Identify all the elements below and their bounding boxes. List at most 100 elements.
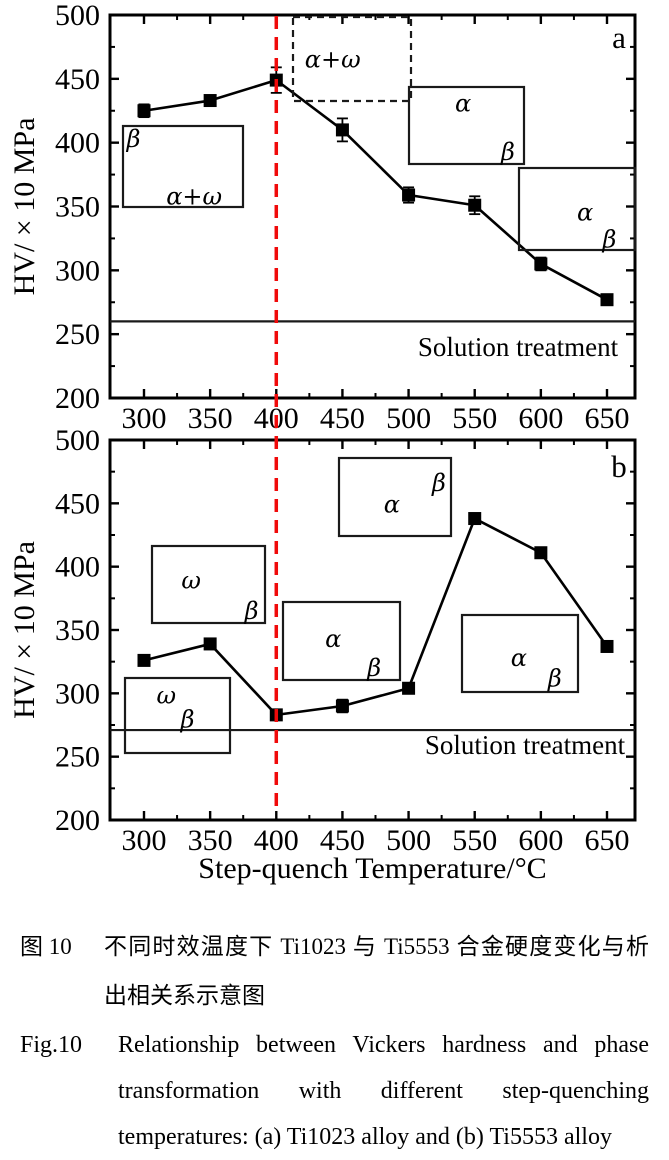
microstructure-lath <box>403 120 530 228</box>
inset-dots_many: ωβ <box>152 546 265 625</box>
microstructure-lath <box>287 125 417 320</box>
microstructure-lath <box>277 584 406 674</box>
y-tick-label: 250 <box>55 741 100 774</box>
inset-dots_few: ωβ <box>125 678 230 753</box>
data-point <box>534 257 547 270</box>
microstructure-lath <box>287 0 417 26</box>
phase-label: β <box>126 125 141 153</box>
caption-en-body: Relationship between Vickers hardness an… <box>118 1022 649 1160</box>
speckle <box>386 41 389 44</box>
omega-particle <box>201 703 208 710</box>
y-tick-label: 300 <box>55 254 100 287</box>
microstructure-lath <box>277 704 406 794</box>
phase-label: β <box>244 597 259 625</box>
inset-cross_pair: αβ <box>456 448 584 828</box>
microstructure-lath <box>513 144 641 246</box>
omega-particle <box>147 706 154 713</box>
speckle <box>373 63 376 66</box>
microstructure-lath <box>513 84 641 186</box>
speckle <box>296 35 299 38</box>
data-point <box>468 199 481 212</box>
y-tick-label: 500 <box>55 424 100 457</box>
speckle <box>391 39 394 42</box>
speckle <box>354 87 357 90</box>
omega-particle <box>195 595 204 604</box>
speckle <box>366 84 369 87</box>
phase-label: α <box>325 625 341 653</box>
inset-dense_hatch: α+ω <box>287 0 417 320</box>
panel-letter: a <box>612 20 626 55</box>
y-tick-label: 400 <box>55 551 100 584</box>
x-axis-title: Step-quench Temperature/°C <box>198 852 546 885</box>
x-tick-label: 300 <box>122 824 167 857</box>
speckle <box>397 38 400 41</box>
x-tick-label: 550 <box>452 402 497 435</box>
microstructure-lath <box>403 0 530 42</box>
phase-label: ω <box>181 566 201 594</box>
microstructure-lath <box>287 45 417 240</box>
data-point <box>204 637 217 650</box>
y-tick-label: 450 <box>55 63 100 96</box>
omega-particle <box>168 739 175 746</box>
phase-label: α <box>511 644 527 672</box>
speckle <box>324 29 327 32</box>
inset-border <box>283 602 400 680</box>
data-point <box>138 654 151 667</box>
data-point <box>336 123 349 136</box>
speckle <box>390 59 393 62</box>
microstructure-lath <box>456 448 584 544</box>
y-tick-label: 350 <box>55 191 100 224</box>
microstructure-lath <box>513 60 641 162</box>
omega-particle <box>155 136 164 145</box>
y-tick-label: 500 <box>55 0 100 32</box>
x-tick-label: 350 <box>188 402 233 435</box>
microstructure-lath <box>403 186 530 294</box>
microstructure-lath <box>456 512 584 608</box>
caption-zh-label: 图 10 <box>20 922 104 1020</box>
microstructure-lath <box>403 0 530 84</box>
speckle <box>403 37 406 40</box>
inset-border <box>125 678 230 753</box>
speckle <box>332 91 335 94</box>
inset-background <box>125 678 230 753</box>
omega-particle <box>176 156 185 165</box>
x-tick-label: 300 <box>122 402 167 435</box>
y-tick-label: 400 <box>55 127 100 160</box>
caption-english: Fig.10 Relationship between Vickers hard… <box>20 1022 649 1160</box>
speckle <box>401 57 404 60</box>
data-point <box>402 189 415 202</box>
y-axis-title: HV/ × 10 MPa <box>8 118 41 296</box>
speckle <box>360 86 363 89</box>
solution-treatment-label: Solution treatment <box>425 730 626 760</box>
microstructure-lath <box>277 614 406 704</box>
figure-captions: 图 10 不同时效温度下 Ti1023 与 Ti5553 合金硬度变化与析出相关… <box>0 922 669 1160</box>
speckle <box>320 94 323 97</box>
phase-label: β <box>431 469 446 497</box>
speckle <box>314 95 317 98</box>
microstructure-lath <box>277 554 406 644</box>
microstructure-lath <box>513 180 641 282</box>
speckle <box>395 58 398 61</box>
omega-particle <box>140 180 149 189</box>
phase-label: β <box>180 706 195 734</box>
speckle <box>367 64 370 67</box>
y-tick-label: 350 <box>55 614 100 647</box>
caption-en-label: Fig.10 <box>20 1022 118 1160</box>
plot-frame <box>110 440 635 820</box>
speckle <box>380 42 383 45</box>
data-point <box>402 682 415 695</box>
speckle <box>319 30 322 33</box>
phase-label: α+ω <box>166 183 222 211</box>
solution-treatment-label: Solution treatment <box>418 332 619 362</box>
inset-laths_dots: β α+ω <box>123 125 243 211</box>
omega-particle <box>224 166 233 175</box>
speckle <box>407 56 410 59</box>
microstructure-lath <box>277 644 406 734</box>
speckle <box>337 90 340 93</box>
omega-particle <box>206 578 215 587</box>
omega-particle <box>231 562 240 571</box>
speckle <box>313 31 316 34</box>
